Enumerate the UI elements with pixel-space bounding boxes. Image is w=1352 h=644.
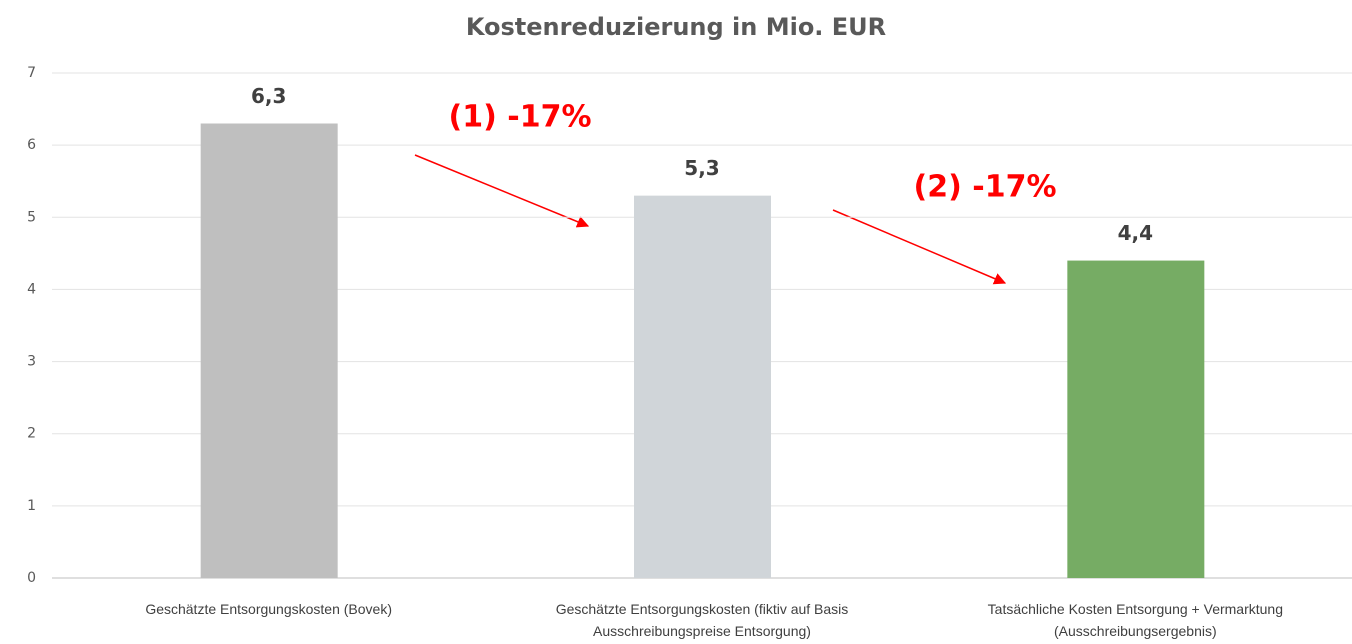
y-tick-label: 3 [27, 354, 36, 370]
x-tick-label: Geschätzte Entsorgungskosten (Bovek) [145, 601, 392, 617]
annotation: (1) -17% [449, 100, 592, 135]
bar [200, 123, 338, 578]
y-tick-label: 0 [27, 570, 36, 586]
y-tick-label: 4 [27, 281, 36, 297]
data-label: 5,3 [684, 156, 719, 180]
data-label: 6,3 [251, 84, 286, 108]
x-tick-label: Geschätzte Entsorgungskosten (fiktiv auf… [555, 601, 849, 639]
y-tick-label: 5 [27, 209, 36, 225]
arrow [414, 154, 590, 228]
y-tick-label: 7 [27, 65, 36, 81]
y-tick-label: 1 [27, 498, 36, 514]
y-tick-label: 6 [27, 137, 36, 153]
arrow [832, 209, 1007, 285]
bar [634, 195, 771, 578]
data-label: 4,4 [1118, 221, 1153, 245]
x-tick-label: Tatsächliche Kosten Entsorgung + Vermark… [987, 601, 1283, 639]
chart-title: Kostenreduzierung in Mio. EUR [466, 13, 886, 41]
bar [1067, 260, 1205, 578]
y-tick-label: 2 [27, 426, 36, 442]
annotation: (2) -17% [914, 170, 1057, 205]
